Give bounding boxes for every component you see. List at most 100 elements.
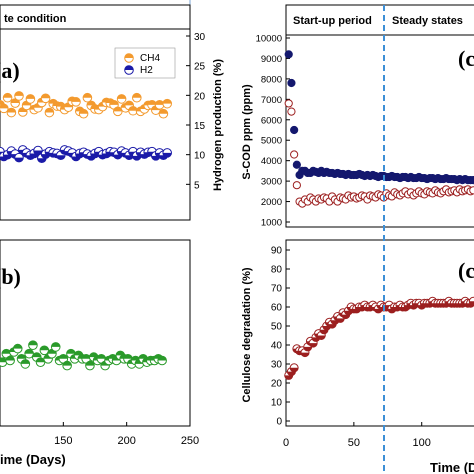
degradation-point <box>468 296 474 306</box>
panel-d-y-tick-label: 20 <box>271 379 283 390</box>
panel-c-y-axis-label: S-COD ppm (ppm) <box>241 84 253 180</box>
ch4-point <box>82 92 93 103</box>
scod-open-point <box>469 186 474 195</box>
legend-h2-marker <box>124 65 134 75</box>
panel-c-y-tick-label: 5000 <box>261 136 282 147</box>
left-x-tick-label: 150 <box>54 435 72 447</box>
scod-open-point <box>284 99 293 108</box>
panel-a-legend: CH4 H2 <box>114 47 176 79</box>
left-x-tick-label: 250 <box>181 435 199 447</box>
ch4-point <box>132 92 142 103</box>
panel-c-y-tick-label: 4000 <box>261 156 282 167</box>
degradation-point <box>289 363 299 373</box>
ch4-point <box>116 94 127 104</box>
left-top-header: te condition <box>0 0 191 30</box>
green-point <box>12 343 23 354</box>
startup-period-label: Start-up period <box>293 15 372 27</box>
scod-filled-point <box>469 175 474 185</box>
panel-a-right-tick-label: 25 <box>194 62 206 73</box>
panel-c-y-axis: 1000 2000 3000 4000 5000 6000 7000 8000 9000 1000… <box>256 34 290 229</box>
left-x-tick-label: 200 <box>117 435 135 447</box>
ch4-point <box>40 93 51 104</box>
right-period-header: Start-up period Steady states <box>285 4 474 36</box>
scod-filled-point <box>290 125 299 135</box>
panel-a-right-tick-label: 20 <box>194 91 206 102</box>
panel-a-points <box>0 91 172 164</box>
right-x-axis: 0 50 100 <box>283 422 431 449</box>
panel-b-points <box>0 340 167 371</box>
legend-h2-marker-shape <box>124 65 134 75</box>
panel-d-y-tick-label: 90 <box>271 246 283 257</box>
panel-a-letter: (a) <box>0 58 20 83</box>
panel-c-y-tick-label: 3000 <box>261 177 282 188</box>
legend-h2-label: H2 <box>140 65 153 76</box>
panel-c-y-tick-label: 1000 <box>261 218 282 229</box>
panel-d-y-tick-label: 80 <box>271 265 283 276</box>
header-text: te condition <box>4 13 67 25</box>
green-point <box>50 342 61 352</box>
scod-filled-point <box>287 78 296 88</box>
legend-ch4-marker-shape <box>124 53 134 63</box>
green-point <box>20 359 31 369</box>
panel-b-frame <box>0 239 191 427</box>
legend-ch4-marker <box>124 53 134 63</box>
green-point <box>58 354 69 364</box>
right-x-tick-label: 100 <box>413 437 431 449</box>
panel-d-points <box>284 296 474 380</box>
left-x-axis: 150 200 250 <box>54 422 199 447</box>
ch4-point <box>25 94 36 104</box>
panel-d-y-axis: 0 10 20 30 40 50 60 70 80 90 <box>271 246 290 428</box>
panel-d-letter: (c <box>458 258 474 283</box>
panel-d-y-axis-label: Cellulose degradation (%) <box>241 267 253 402</box>
ch4-point <box>6 107 17 118</box>
panel-d-y-tick-label: 0 <box>276 417 282 428</box>
scod-filled-point <box>284 50 293 59</box>
panel-a-right-tick-label: 10 <box>194 151 206 162</box>
right-x-tick-label: 50 <box>348 437 360 449</box>
ch4-point <box>162 98 172 109</box>
ch4-point <box>44 107 55 118</box>
legend-ch4-label: CH4 <box>140 53 160 64</box>
scod-open-point <box>287 107 296 116</box>
panel-c-y-tick-label: 8000 <box>261 74 282 85</box>
h2-point <box>14 152 24 163</box>
scod-open-point <box>292 181 301 190</box>
panel-a-right-axis-label: Hydrogen production (%) <box>212 59 224 191</box>
ch4-point <box>14 91 24 101</box>
green-point <box>157 355 167 366</box>
panel-a-right-tick-label: 30 <box>194 32 206 43</box>
h2-point <box>162 148 172 158</box>
panel-d-y-tick-label: 70 <box>271 284 283 295</box>
scod-open-point <box>290 150 299 159</box>
green-point <box>5 355 15 366</box>
panel-c-y-tick-label: 10000 <box>256 34 282 45</box>
ch4-point <box>113 106 123 117</box>
ch4-point <box>78 108 89 119</box>
panel-c-y-tick-label: 2000 <box>261 197 282 208</box>
panel-d-y-tick-label: 40 <box>271 341 283 352</box>
panel-b-letter: (b) <box>0 264 21 289</box>
green-point <box>85 360 95 371</box>
panel-d-y-tick-label: 60 <box>271 303 283 314</box>
panel-c-y-tick-label: 7000 <box>261 95 282 106</box>
green-point <box>39 345 50 356</box>
panel-c-letter: (c <box>458 46 474 71</box>
green-point <box>28 340 38 351</box>
panel-d-y-tick-label: 30 <box>271 360 283 371</box>
ch4-point <box>158 108 169 119</box>
panel-a-right-axis: 5 10 15 20 25 30 <box>186 32 206 191</box>
panel-a-right-tick-label: 15 <box>194 121 206 132</box>
panel-a-right-tick-label: 5 <box>194 180 200 191</box>
right-x-axis-label: Time (Da <box>430 460 474 474</box>
panel-d-y-tick-label: 10 <box>271 398 283 409</box>
panel-c-points <box>284 50 474 208</box>
right-x-tick-label: 0 <box>283 437 289 449</box>
ch4-point <box>2 92 13 103</box>
left-x-axis-label: ime (Days) <box>0 452 66 467</box>
ch4-point <box>71 97 81 107</box>
panel-c-y-tick-label: 9000 <box>261 54 282 65</box>
panel-d-y-tick-label: 50 <box>271 322 283 333</box>
panel-c-y-tick-label: 6000 <box>261 115 282 126</box>
green-point <box>62 360 72 371</box>
